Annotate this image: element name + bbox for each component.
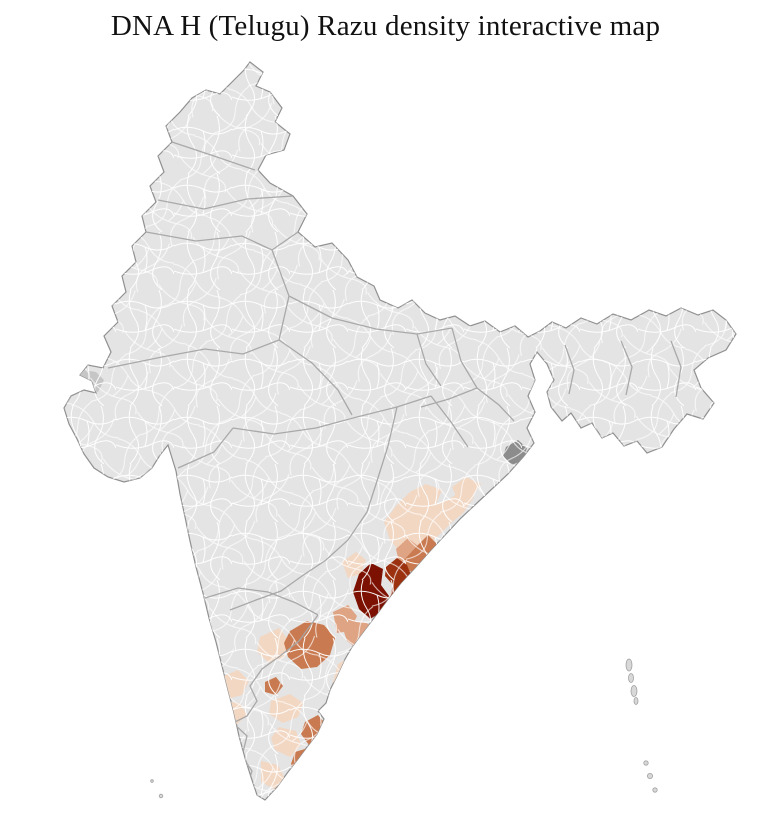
andaman-island[interactable] — [628, 673, 634, 683]
andaman-island[interactable] — [625, 658, 633, 672]
nicobar-island[interactable] — [643, 760, 649, 766]
lakshadweep-island[interactable] — [150, 779, 154, 783]
andaman-island[interactable] — [630, 685, 638, 697]
islands[interactable] — [150, 658, 658, 799]
nicobar-island[interactable] — [647, 773, 654, 780]
lakshadweep-island[interactable] — [158, 793, 164, 799]
nicobar-island[interactable] — [652, 787, 658, 793]
andaman-island[interactable] — [633, 697, 639, 705]
page-title: DNA H (Telugu) Razu density interactive … — [110, 10, 661, 42]
state-borders — [107, 141, 682, 787]
